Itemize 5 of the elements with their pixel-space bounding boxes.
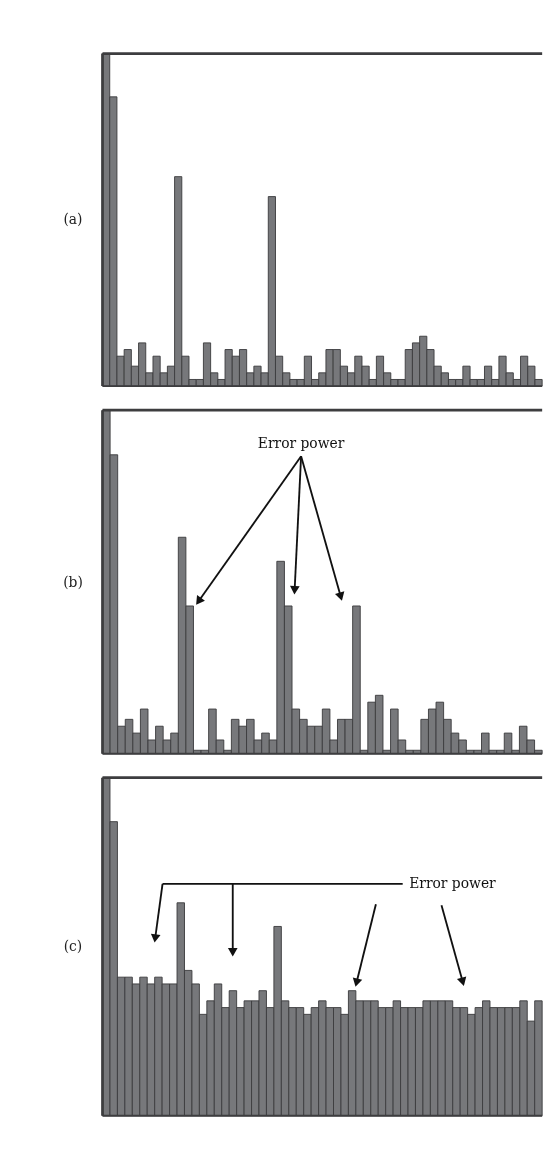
annotation: Error power [257, 435, 345, 451]
text: (b) [63, 573, 83, 590]
annotation: Error power [409, 874, 497, 891]
text: (a) [63, 211, 83, 228]
text: (c) [63, 938, 83, 955]
